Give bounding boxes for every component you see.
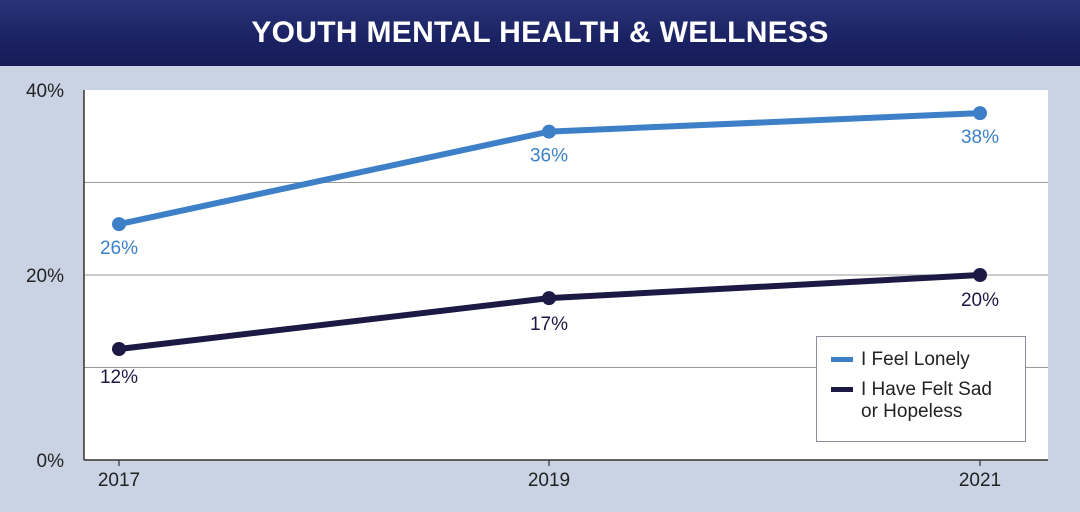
legend-item-lonely: I Feel Lonely: [831, 349, 1015, 371]
data-point: [973, 268, 987, 282]
data-label: 36%: [530, 146, 568, 167]
line-chart: 0% 20% 40% 2017 2019 2021 26% 36% 38% 12% 17% 20%: [26, 81, 1048, 491]
legend-label-sad-line2: or Hopeless: [861, 401, 963, 422]
x-tick-label: 2021: [959, 470, 1001, 491]
data-point: [973, 106, 987, 121]
data-label: 26%: [100, 238, 138, 259]
y-tick-label: 20%: [26, 266, 64, 287]
data-point: [112, 217, 126, 232]
y-tick-label: 0%: [37, 451, 65, 472]
chart-title: YOUTH MENTAL HEALTH & WELLNESS: [251, 16, 829, 49]
legend-item-sad: I Have Felt Sad or Hopeless: [831, 379, 1015, 423]
y-tick-label: 40%: [26, 81, 64, 102]
x-tick-label: 2019: [528, 470, 570, 491]
data-label: 17%: [530, 314, 568, 335]
data-label: 38%: [961, 127, 999, 148]
legend-swatch-lonely: [831, 357, 853, 362]
legend-swatch-sad: [831, 387, 853, 392]
data-label: 12%: [100, 367, 138, 388]
data-label: 20%: [961, 290, 999, 311]
legend-label-sad: I Have Felt Sad or Hopeless: [861, 379, 992, 423]
legend: I Feel Lonely I Have Felt Sad or Hopeles…: [816, 336, 1026, 442]
x-tick-label: 2017: [98, 470, 140, 491]
legend-label-sad-line1: I Have Felt Sad: [861, 379, 992, 400]
title-banner: YOUTH MENTAL HEALTH & WELLNESS: [0, 0, 1080, 66]
x-tick-labels: 2017 2019 2021: [98, 460, 1001, 491]
legend-label-lonely: I Feel Lonely: [861, 349, 970, 370]
y-tick-labels: 0% 20% 40%: [26, 81, 64, 472]
series-group: 26% 36% 38% 12% 17% 20%: [100, 106, 999, 388]
data-point: [112, 342, 126, 356]
data-point: [542, 291, 556, 306]
data-point: [542, 124, 556, 139]
